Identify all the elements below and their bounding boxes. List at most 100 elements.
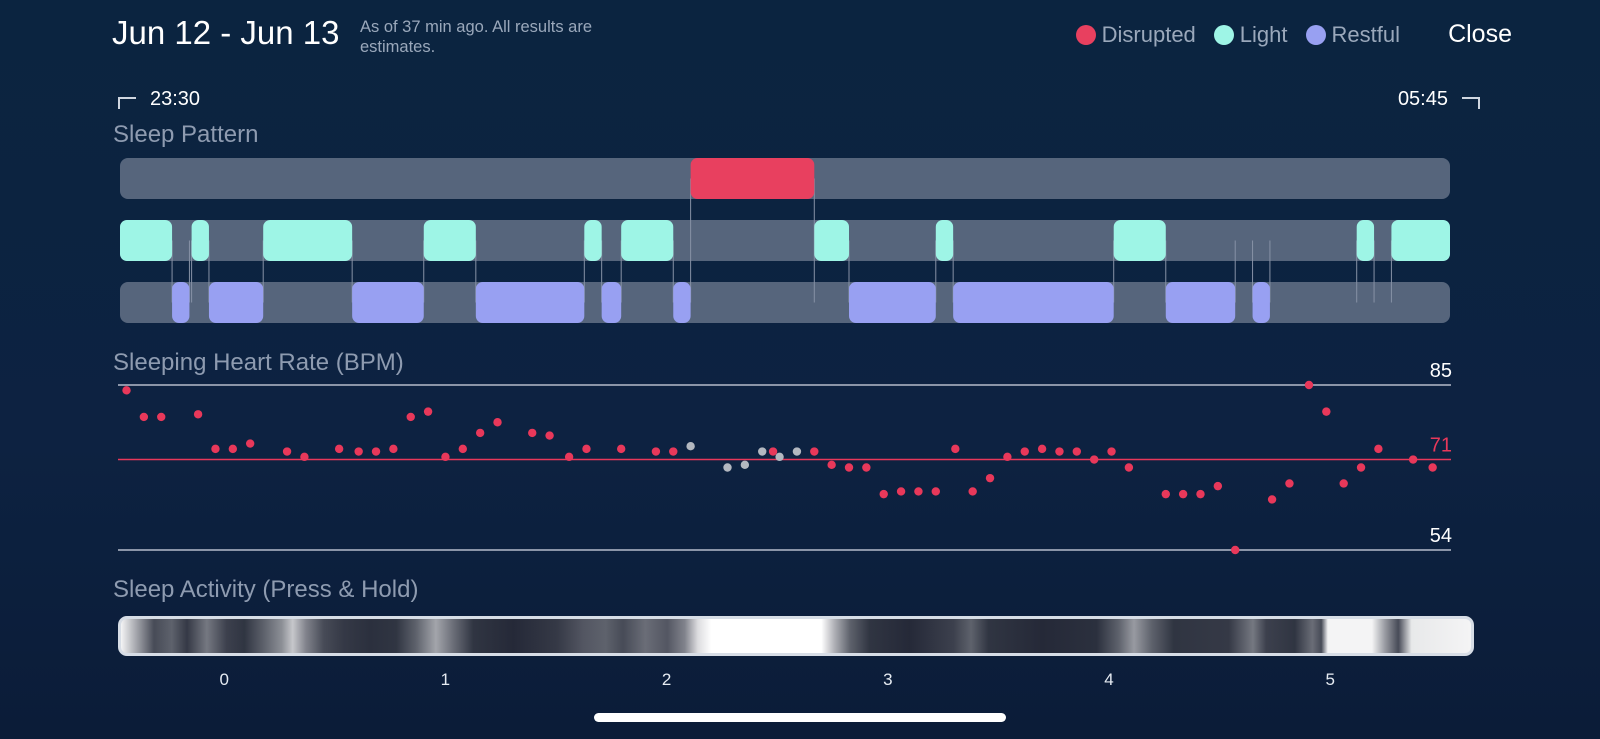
hr-point — [1037, 444, 1047, 454]
hr-point — [282, 447, 292, 456]
end-bracket-icon — [1462, 96, 1480, 109]
hr-point — [844, 463, 854, 472]
hr-point — [1196, 489, 1205, 499]
hr-point-gap — [686, 442, 695, 451]
hr-point — [669, 447, 678, 456]
hr-point — [493, 418, 502, 427]
hr-point — [139, 412, 149, 422]
hr-point — [810, 447, 819, 456]
hr-point — [564, 452, 574, 462]
pattern-segment-restful — [1165, 282, 1236, 323]
sleep-activity-title: Sleep Activity (Press & Hold) — [113, 576, 419, 603]
hr-point — [968, 487, 977, 496]
end-time: 05:45 — [1398, 88, 1480, 111]
close-button[interactable]: Close — [1448, 20, 1512, 48]
hr-point — [1055, 447, 1064, 456]
pattern-segment-light — [423, 220, 476, 261]
hr-point — [651, 447, 661, 456]
hr-point — [1124, 463, 1134, 472]
hr-point — [1231, 545, 1240, 555]
pattern-segment-restful — [1252, 282, 1270, 323]
pattern-segment-light — [263, 220, 353, 261]
legend-label-light: Light — [1239, 22, 1288, 47]
pattern-track-restful — [120, 282, 1450, 323]
hr-point — [475, 428, 485, 438]
hr-point — [914, 487, 923, 496]
hr-point — [122, 386, 131, 395]
hr-point — [300, 452, 309, 462]
hr-point — [827, 460, 836, 470]
hr-point — [1020, 447, 1029, 456]
hr-point — [458, 444, 468, 454]
hr-point — [582, 444, 591, 454]
hr-point — [1339, 479, 1348, 488]
hr-reference-label: 71 — [1430, 435, 1452, 457]
start-bracket-icon — [118, 96, 136, 109]
hr-reference-label: 85 — [1430, 360, 1452, 382]
pattern-segment-disrupted — [690, 158, 815, 199]
pattern-segment-light — [1391, 220, 1450, 261]
end-time-label: 05:45 — [1397, 88, 1448, 110]
pattern-segment-restful — [475, 282, 585, 323]
pattern-segment-restful — [601, 282, 622, 323]
hr-point — [245, 439, 255, 448]
x-tick-label: 5 — [1325, 670, 1335, 689]
hr-point — [1408, 455, 1418, 464]
x-tick-label: 3 — [883, 670, 893, 689]
hr-point — [951, 444, 960, 454]
hr-point-gap — [758, 447, 767, 456]
hr-point — [768, 447, 778, 456]
hr-point — [371, 447, 381, 456]
hr-point — [157, 412, 166, 422]
hr-point — [1089, 455, 1099, 464]
hr-point — [211, 444, 220, 454]
hr-point — [1374, 444, 1383, 454]
x-tick-label: 4 — [1104, 670, 1114, 689]
legend-item-restful: Restful — [1305, 22, 1400, 48]
pattern-segment-light — [1113, 220, 1166, 261]
hr-point — [406, 412, 415, 422]
hr-point-gap — [792, 447, 802, 456]
legend-label-restful: Restful — [1331, 22, 1400, 47]
hr-point — [1072, 447, 1082, 456]
hr-point — [1322, 407, 1331, 416]
hr-point — [1267, 495, 1277, 504]
pattern-track-light — [120, 220, 1450, 261]
as-of-note: As of 37 min ago. All results are estima… — [360, 18, 593, 56]
pattern-segment-light — [621, 220, 674, 261]
legend-item-light: Light — [1213, 22, 1288, 48]
hr-point — [389, 444, 398, 454]
hr-point — [1178, 489, 1188, 499]
pattern-segment-light — [935, 220, 954, 261]
pattern-track-disrupted — [120, 158, 1450, 199]
hr-point — [528, 428, 537, 438]
hr-point — [1428, 463, 1437, 472]
hr-point — [1213, 481, 1223, 491]
hr-point — [862, 463, 871, 472]
hr-point — [1285, 479, 1294, 488]
hr-point — [354, 447, 363, 456]
hr-point-gap — [740, 460, 750, 470]
pattern-segment-restful — [849, 282, 936, 323]
x-tick-label: 2 — [661, 670, 672, 689]
hr-point — [985, 473, 995, 483]
hr-point — [931, 487, 940, 496]
sleep-pattern-title: Sleep Pattern — [113, 121, 259, 148]
hr-point — [879, 489, 888, 499]
hr-point — [1304, 380, 1314, 390]
hr-point — [1107, 447, 1116, 456]
hr-reference-label: 54 — [1430, 525, 1452, 547]
legend-dot-restful — [1305, 25, 1326, 45]
hr-point — [334, 444, 344, 454]
start-time: 23:30 — [118, 88, 200, 111]
pattern-segment-light — [1356, 220, 1375, 261]
hr-point — [423, 407, 433, 416]
hr-point — [896, 487, 906, 496]
start-time-label: 23:30 — [150, 88, 201, 110]
sleep-activity-bar[interactable] — [118, 616, 1474, 656]
legend-dot-disrupted — [1075, 25, 1096, 45]
home-indicator[interactable] — [594, 713, 1006, 722]
pattern-segment-light — [191, 220, 209, 261]
hr-point-gap — [723, 463, 732, 472]
pattern-segment-light — [814, 220, 850, 261]
